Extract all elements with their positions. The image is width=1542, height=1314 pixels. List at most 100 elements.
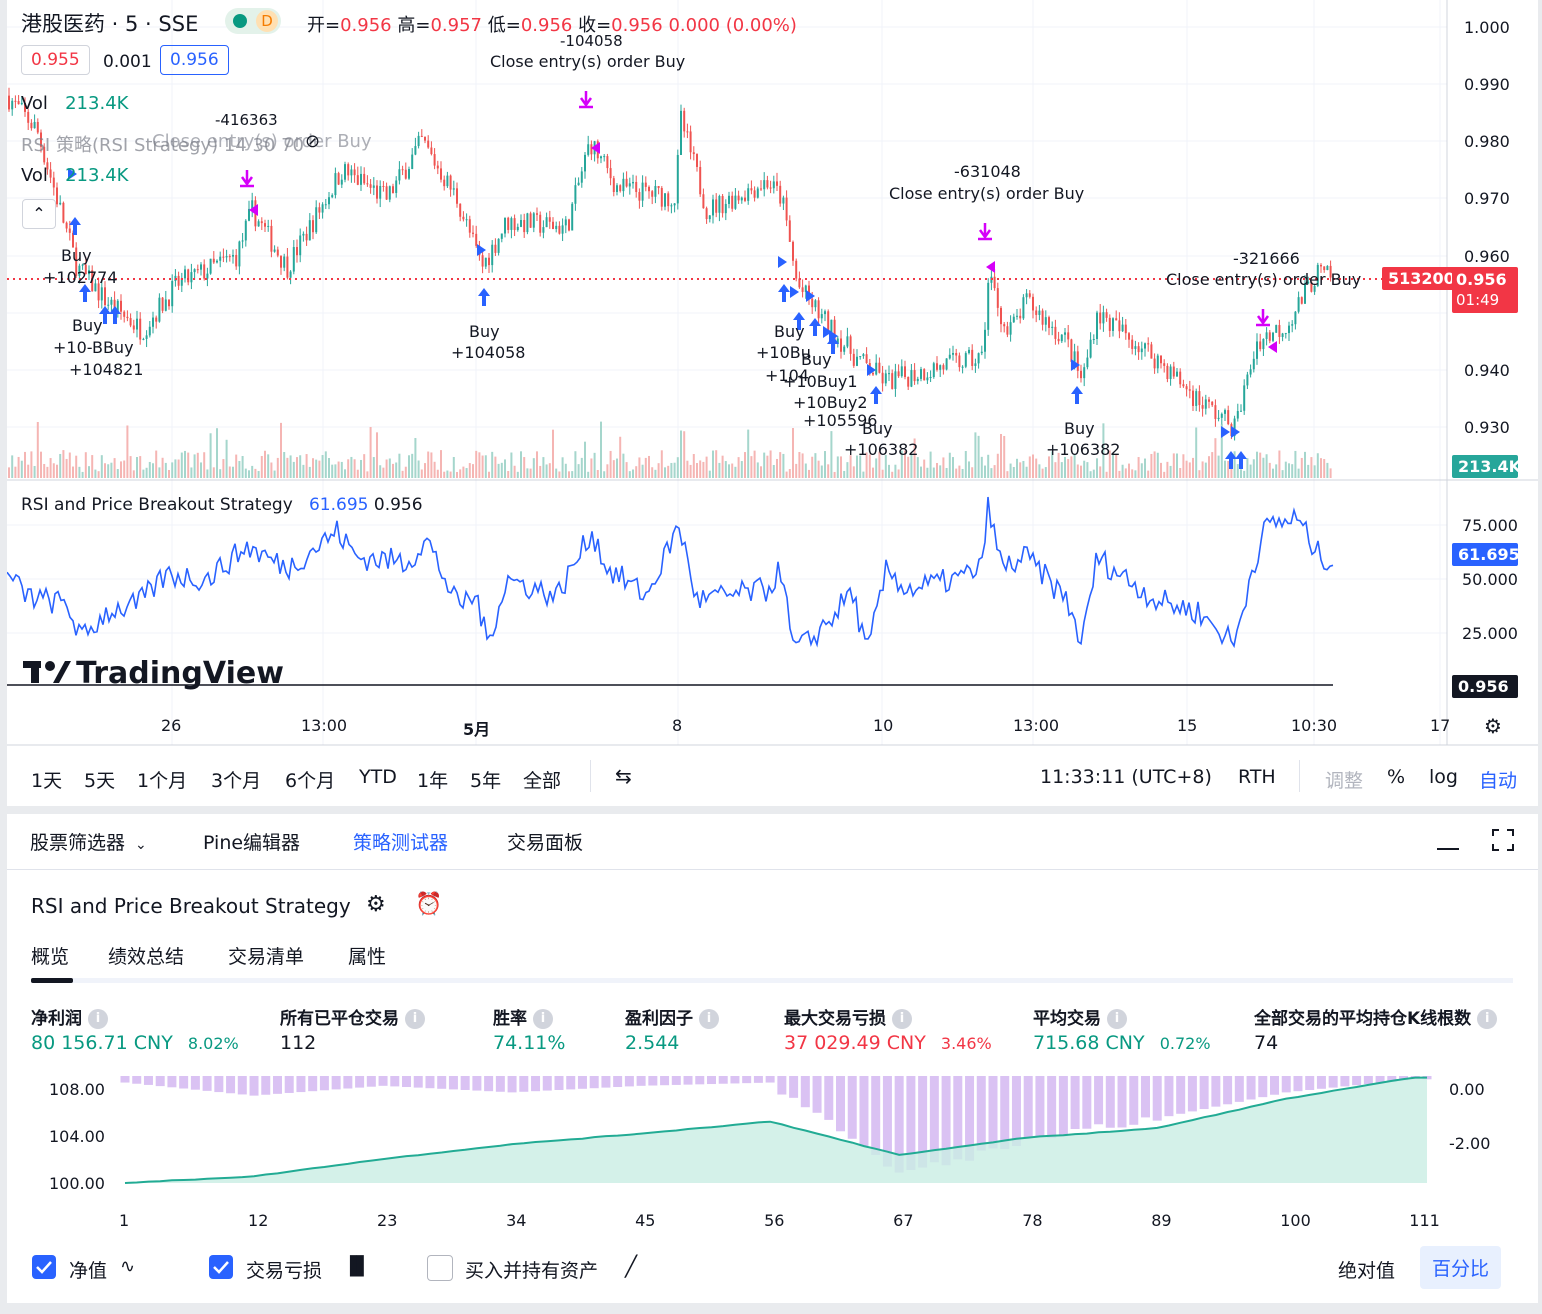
candle-body (347, 164, 350, 176)
drawdown-bar (1058, 1076, 1068, 1137)
range-button[interactable]: 1天 (31, 770, 63, 792)
rsi-legend[interactable]: RSI and Price Breakout Strategy 61.695 0… (21, 495, 423, 515)
subtab-active-indicator (31, 978, 73, 983)
candle-body (980, 351, 983, 354)
candle-body (1044, 317, 1047, 325)
price-chart-canvas[interactable] (7, 0, 1538, 806)
time-axis-label: 5月 (463, 720, 491, 739)
tab-pine-editor[interactable]: Pine编辑器 (203, 832, 301, 854)
percent-scale-button[interactable]: % (1387, 766, 1406, 788)
minimize-icon[interactable] (1437, 848, 1459, 850)
tab-trading-panel[interactable]: 交易面板 (507, 832, 584, 854)
percent-toggle[interactable]: 百分比 (1420, 1246, 1502, 1289)
goto-date-icon[interactable]: ⇆ (615, 764, 632, 788)
log-scale-button[interactable]: log (1429, 766, 1458, 788)
stat-value: 74.11% (493, 1032, 566, 1054)
info-icon[interactable]: i (1107, 1009, 1127, 1029)
volume-bar (724, 461, 727, 478)
tab-strategy-tester[interactable]: 策略测试器 (353, 832, 449, 854)
stat-label: 所有已平仓交易 i (280, 1004, 425, 1029)
volume-bar (296, 457, 298, 478)
drawdown-bar (437, 1076, 447, 1089)
ohlc-values: 开=0.956 高=0.957 低=0.956 收=0.956 0.000 (0… (307, 15, 797, 36)
volume-bar (289, 455, 292, 478)
drawdown-bar (1140, 1076, 1150, 1118)
drawdown-bar (472, 1076, 482, 1091)
alarm-clock-icon[interactable]: ⏰ (415, 892, 443, 917)
volume-bar (81, 471, 84, 478)
volume-bar (228, 466, 231, 478)
volume-legend[interactable]: Vol 213.4K (21, 93, 129, 114)
subtab-2[interactable]: 交易清单 (228, 946, 305, 968)
candle-body (772, 181, 775, 189)
candle-body (1307, 281, 1310, 284)
candle-body (248, 208, 250, 221)
range-button[interactable]: YTD (359, 766, 397, 788)
drawdown-bar (249, 1076, 259, 1096)
volume-bar (1102, 423, 1105, 478)
maximize-icon[interactable] (1491, 828, 1514, 851)
candle-body (404, 169, 407, 179)
symbol-title[interactable]: 港股医药 · 5 · SSE (21, 12, 199, 36)
equity-chart[interactable] (7, 1074, 1538, 1314)
candle-body (712, 199, 714, 216)
info-icon[interactable]: i (1477, 1009, 1498, 1029)
info-icon[interactable]: i (88, 1009, 108, 1029)
volume-bar (184, 450, 186, 478)
volume-legend-2[interactable]: Vol 213.4K (21, 165, 129, 186)
subtab-0[interactable]: 概览 (31, 946, 70, 968)
candle-body (251, 200, 254, 209)
adjust-button[interactable]: 调整 (1325, 770, 1364, 792)
range-button[interactable]: 5天 (84, 770, 116, 792)
range-button[interactable]: 1个月 (137, 770, 188, 792)
auto-scale-button[interactable]: 自动 (1479, 770, 1518, 792)
collapse-legend-button[interactable]: ⌃ (22, 199, 56, 229)
volume-bar (283, 452, 286, 478)
strategy-legend[interactable]: RSI 策略(RSI Strategy) 14 30 70 (21, 135, 304, 156)
drawdown-bar (613, 1076, 623, 1088)
candle-body (702, 194, 705, 209)
settings-gear-icon[interactable]: ⚙ (1484, 714, 1502, 738)
candle-body (113, 299, 116, 313)
subtab-3[interactable]: 属性 (348, 946, 387, 968)
range-button[interactable]: 6个月 (285, 770, 336, 792)
candle-body (843, 346, 846, 352)
candle-body (337, 173, 340, 185)
buyhold-checkbox[interactable] (427, 1255, 453, 1281)
sell-price-button[interactable]: 0.955 (21, 45, 90, 75)
volume-bar (174, 459, 177, 478)
info-icon[interactable]: i (699, 1009, 719, 1029)
buy-arrow-icon (778, 284, 790, 302)
drawdown-checkbox[interactable] (209, 1255, 233, 1279)
volume-bar (843, 470, 846, 478)
range-button[interactable]: 全部 (523, 770, 562, 792)
volume-bar (929, 451, 932, 478)
volume-bar (1329, 468, 1332, 478)
info-icon[interactable]: i (405, 1009, 425, 1029)
candle-body (302, 233, 305, 236)
tab-screener[interactable]: 股票筛选器 ⌄ (30, 832, 147, 854)
candle-body (692, 152, 695, 155)
hidden-eye-icon[interactable]: ⊘ (305, 131, 321, 152)
absolute-toggle[interactable]: 绝对值 (1338, 1260, 1396, 1282)
volume-bar (1003, 435, 1006, 478)
subtab-1[interactable]: 绩效总结 (108, 946, 185, 968)
volume-bar (740, 461, 743, 478)
range-button[interactable]: 1年 (417, 770, 449, 792)
range-button[interactable]: 5年 (470, 770, 502, 792)
volume-bar (1054, 462, 1057, 478)
session-button[interactable]: RTH (1238, 766, 1276, 788)
info-icon[interactable]: i (892, 1009, 912, 1029)
candle-body (648, 186, 650, 192)
range-button[interactable]: 3个月 (211, 770, 262, 792)
timezone-button[interactable]: 11:33:11 (UTC+8) (1040, 766, 1212, 788)
settings-gear-icon[interactable]: ⚙ (366, 892, 386, 917)
drawdown-bar (1375, 1076, 1385, 1083)
trade-number-label: 12 (248, 1211, 269, 1230)
info-icon[interactable]: i (533, 1009, 553, 1029)
buy-price-button[interactable]: 0.956 (160, 45, 229, 75)
candle-body (849, 336, 852, 354)
tradingview-logo[interactable]: TradingView (23, 656, 284, 691)
volume-bar (408, 455, 410, 478)
equity-checkbox[interactable] (32, 1255, 56, 1279)
